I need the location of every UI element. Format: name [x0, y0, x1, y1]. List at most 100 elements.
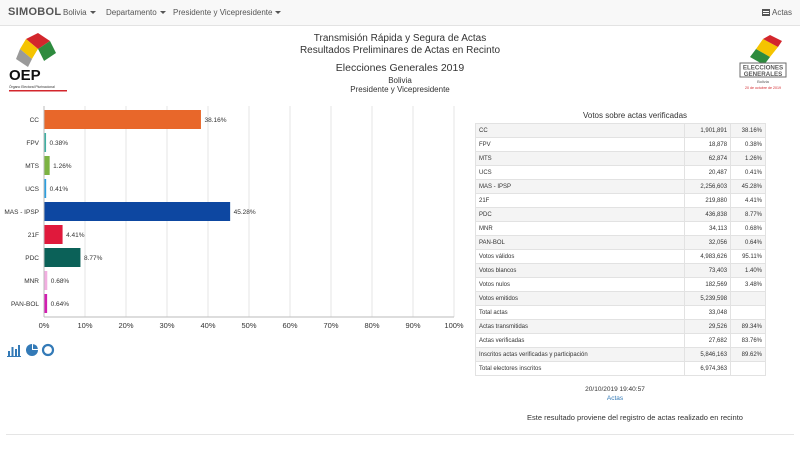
brand-link[interactable]: SIMOBOL	[8, 6, 62, 18]
x-tick-label: 60%	[282, 321, 297, 330]
row-count: 29,526	[684, 319, 732, 334]
table-row: MTS 62,874 1.26%	[474, 151, 766, 166]
row-label: Votos nulos	[474, 277, 686, 292]
table-row: Total actas 33,048	[474, 305, 766, 320]
menu-bolivia-label: Bolivia	[63, 8, 87, 17]
menu-departamento-label: Departamento	[106, 8, 157, 17]
row-label: PAN-BOL	[474, 235, 686, 250]
country-label: Bolivia	[388, 76, 412, 85]
row-count: 436,838	[684, 207, 732, 222]
bar	[44, 294, 48, 313]
row-label: 21F	[474, 193, 686, 208]
x-tick-label: 0%	[39, 321, 50, 330]
row-label: MNR	[474, 221, 686, 236]
row-percent: 0.68%	[730, 221, 766, 236]
row-percent: 1.40%	[730, 263, 766, 278]
row-percent: 4.41%	[730, 193, 766, 208]
row-percent: 3.48%	[730, 277, 766, 292]
value-label: 1.26%	[53, 163, 72, 170]
donut-chart-icon[interactable]	[41, 343, 55, 357]
menu-departamento[interactable]: Departamento	[106, 8, 166, 17]
category-label: PDC	[25, 255, 39, 262]
menu-presidente[interactable]: Presidente y Vicepresidente	[173, 8, 282, 17]
value-label: 0.68%	[51, 278, 70, 285]
navbar: SIMOBOL Bolivia Departamento Presidente …	[0, 0, 800, 26]
page-subtitle: Resultados Preliminares de Actas en Reci…	[299, 45, 501, 56]
category-label: UCS	[25, 186, 39, 193]
row-label: Actas transmitidas	[474, 319, 686, 334]
row-percent: 45.28%	[730, 179, 766, 194]
category-label: MNR	[24, 278, 39, 285]
category-label: FPV	[26, 140, 39, 147]
row-label: MAS - IPSP	[474, 179, 686, 194]
table-row: Inscritos actas verificadas y participac…	[474, 347, 766, 362]
bar	[44, 248, 81, 267]
bar-chart-icon[interactable]	[7, 343, 21, 357]
actas-footer-link[interactable]: Actas	[606, 395, 624, 402]
table-row: Votos blancos 73,403 1.40%	[474, 263, 766, 278]
elecciones-logo-line2: GENERALES	[744, 71, 783, 78]
row-count: 32,056	[684, 235, 732, 250]
row-label: Votos válidos	[474, 249, 686, 264]
timestamp: 20/10/2019 19:40:57	[585, 386, 645, 393]
bar	[44, 156, 50, 175]
row-count: 2,256,603	[684, 179, 732, 194]
elecciones-logo-date: 20 de octubre de 2019	[745, 86, 781, 90]
results-bar-chart: 0% 10% 20% 30% 40% 50% 60% 70% 80% 90% 100% CC 38.16…	[4, 106, 464, 330]
election-title: Elecciones Generales 2019	[335, 62, 465, 74]
x-tick-label: 50%	[241, 321, 256, 330]
x-tick-label: 40%	[200, 321, 215, 330]
row-label: Total electores inscritos	[474, 361, 686, 376]
actas-link[interactable]: Actas	[761, 8, 792, 17]
row-count: 18,878	[684, 137, 732, 152]
row-label: FPV	[474, 137, 686, 152]
row-label: Inscritos actas verificadas y participac…	[474, 347, 686, 362]
row-percent: 1.26%	[730, 151, 766, 166]
value-label: 0.64%	[51, 301, 70, 308]
row-percent: 0.41%	[730, 165, 766, 180]
table-row: Actas transmitidas 29,526 89.34%	[474, 319, 766, 334]
row-count: 219,880	[684, 193, 732, 208]
footer-divider	[6, 434, 794, 435]
menu-bolivia[interactable]: Bolivia	[63, 8, 96, 17]
caret-down-icon	[89, 11, 96, 15]
results-table-title: Votos sobre actas verificadas	[582, 111, 688, 120]
row-label: CC	[474, 123, 686, 138]
row-count: 182,569	[684, 277, 732, 292]
row-percent	[730, 291, 766, 306]
row-label: UCS	[474, 165, 686, 180]
x-tick-label: 70%	[323, 321, 338, 330]
value-label: 0.41%	[50, 186, 69, 193]
bar	[44, 133, 47, 152]
row-count: 73,403	[684, 263, 732, 278]
bar	[44, 271, 48, 290]
value-label: 38.16%	[204, 117, 226, 124]
row-count: 33,048	[684, 305, 732, 320]
elecciones-logo: ELECCIONES GENERALES Bolivia 20 de octub…	[734, 33, 792, 93]
bar	[44, 202, 231, 221]
bar	[44, 110, 201, 129]
elecciones-logo-line1: ELECCIONES	[743, 65, 783, 72]
row-percent: 0.38%	[730, 137, 766, 152]
oep-logo-text: OEP	[9, 67, 41, 84]
table-row: CC 1,901,891 38.16%	[474, 123, 766, 138]
table-row: MNR 34,113 0.68%	[474, 221, 766, 236]
table-row: MAS - IPSP 2,256,603 45.28%	[474, 179, 766, 194]
row-percent	[730, 305, 766, 320]
pie-chart-icon[interactable]	[25, 343, 39, 357]
table-row: 21F 219,880 4.41%	[474, 193, 766, 208]
row-count: 1,901,891	[684, 123, 732, 138]
caret-down-icon	[159, 11, 166, 15]
value-label: 4.41%	[66, 232, 85, 239]
x-tick-label: 100%	[444, 321, 464, 330]
row-label: Votos emitidos	[474, 291, 686, 306]
row-count: 6,974,363	[684, 361, 732, 376]
row-label: Total actas	[474, 305, 686, 320]
results-table: CC 1,901,891 38.16% FPV 18,878 0.38% MTS 62,874…	[474, 123, 766, 376]
row-label: Votos blancos	[474, 263, 686, 278]
value-label: 45.28%	[234, 209, 256, 216]
bar	[44, 179, 47, 198]
menu-presidente-label: Presidente y Vicepresidente	[173, 8, 273, 17]
value-label: 0.38%	[50, 140, 69, 147]
row-count: 62,874	[684, 151, 732, 166]
